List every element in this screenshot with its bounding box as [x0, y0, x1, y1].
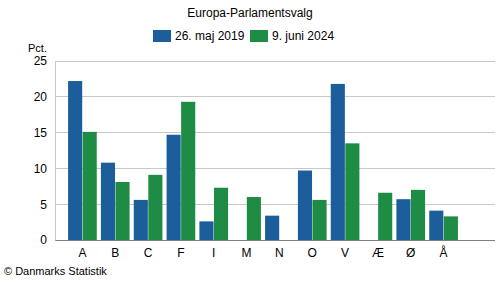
y-tick-label: 20	[34, 90, 48, 104]
x-tick: B	[111, 240, 119, 260]
y-tick-label: 10	[34, 162, 48, 176]
x-axis: ABCFIMNOVÆØÅ	[67, 240, 461, 260]
x-tick: I	[212, 240, 215, 260]
y-tick: 0	[40, 233, 55, 247]
y-tick-label: 0	[40, 233, 47, 247]
grid-line	[55, 61, 495, 62]
bar	[345, 143, 359, 240]
bar	[298, 171, 312, 240]
x-tick: Å	[440, 240, 448, 260]
bar	[378, 193, 392, 240]
bar	[181, 102, 195, 240]
y-tick-label: 15	[34, 126, 48, 140]
bar	[411, 190, 425, 240]
x-tick-label: Ø	[406, 246, 415, 260]
x-tick: O	[308, 240, 317, 260]
bar	[312, 200, 326, 240]
legend-swatch	[250, 30, 268, 42]
x-tick-label: C	[144, 246, 153, 260]
y-axis-line	[55, 62, 56, 241]
x-tick: C	[144, 240, 153, 260]
y-tick: 25	[34, 54, 55, 68]
grid	[55, 61, 495, 240]
bar	[265, 216, 279, 240]
x-tick-label: Å	[440, 245, 448, 260]
x-tick-label: F	[177, 246, 184, 260]
x-tick: V	[341, 240, 349, 260]
y-axis: 0 5 10 15 20 25	[34, 54, 56, 247]
y-tick: 10	[34, 162, 55, 176]
footer: © Danmarks Statistik	[4, 265, 107, 277]
chart: Europa-Parlamentsvalg 26. maj 2019 9. juni…	[0, 0, 500, 282]
x-tick-label: N	[275, 246, 284, 260]
bars	[68, 81, 458, 240]
y-tick: 20	[34, 90, 55, 104]
bar	[214, 188, 228, 240]
x-tick: F	[177, 240, 184, 260]
bar	[247, 197, 261, 240]
y-tick: 15	[34, 126, 55, 140]
x-tick: M	[242, 240, 252, 260]
x-tick-label: M	[242, 246, 252, 260]
title: Europa-Parlamentsvalg	[187, 6, 312, 20]
grid-line	[55, 96, 495, 97]
legend: 26. maj 2019 9. juni 2024	[153, 29, 334, 43]
legend-label: 9. juni 2024	[272, 29, 334, 43]
x-tick-label: B	[111, 246, 119, 260]
legend-label: 26. maj 2019	[175, 29, 245, 43]
bar	[199, 221, 213, 240]
x-tick-label: O	[308, 246, 317, 260]
x-tick-label: I	[212, 246, 215, 260]
bar	[68, 81, 82, 240]
x-tick: N	[275, 240, 284, 260]
bar	[444, 216, 458, 240]
y-axis-label: Pct.	[28, 42, 47, 54]
grid-line	[55, 168, 495, 169]
x-tick-label: Æ	[372, 246, 384, 260]
x-tick: Æ	[372, 240, 384, 260]
bar	[396, 199, 410, 240]
x-tick: Ø	[406, 240, 415, 260]
bar	[148, 175, 162, 240]
x-tick-label: V	[341, 246, 349, 260]
bar	[134, 200, 148, 240]
bar	[167, 135, 181, 240]
legend-swatch	[153, 30, 171, 42]
bar	[115, 182, 129, 240]
bar	[83, 132, 97, 240]
y-tick-label: 25	[34, 54, 48, 68]
grid-line	[55, 132, 495, 133]
bar	[429, 211, 443, 240]
x-tick-label: A	[78, 246, 86, 260]
y-tick-label: 5	[40, 198, 47, 212]
x-tick: A	[78, 240, 86, 260]
bar	[101, 163, 115, 240]
x-axis-line	[67, 240, 461, 241]
bar	[331, 84, 345, 240]
y-tick: 5	[40, 198, 55, 212]
